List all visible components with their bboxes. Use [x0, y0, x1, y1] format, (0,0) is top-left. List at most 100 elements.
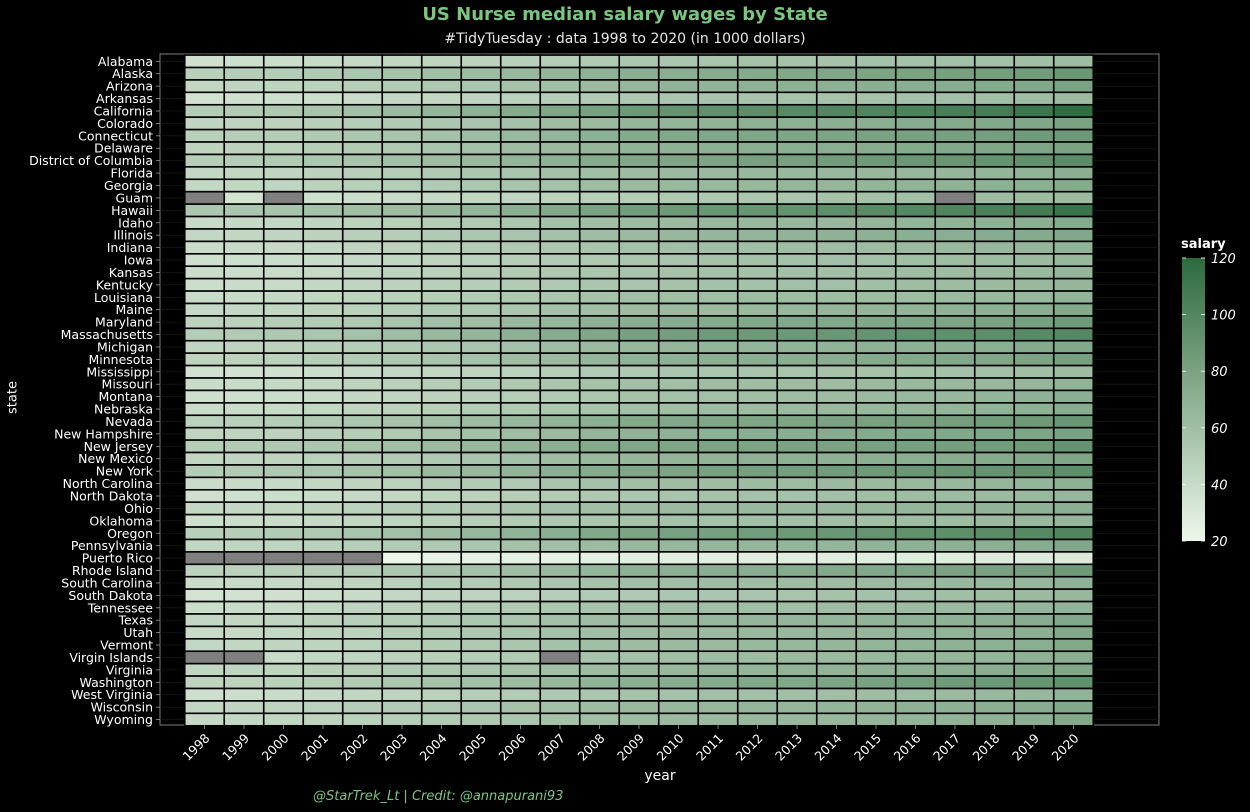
- heatmap-cell: [1052, 476, 1095, 491]
- heatmap-cell: [736, 203, 779, 218]
- heatmap-cell: [618, 575, 660, 590]
- heatmap-cell: [657, 128, 700, 143]
- heatmap-cell: [539, 215, 581, 230]
- heatmap-cell: [618, 501, 660, 516]
- heatmap-cell: [736, 277, 779, 292]
- heatmap-cell: [183, 402, 226, 417]
- heatmap-cell: [934, 451, 976, 466]
- heatmap-cell: [499, 538, 542, 553]
- heatmap-cell: [776, 302, 818, 317]
- heatmap-cell: [697, 166, 739, 181]
- heatmap-cell: [341, 91, 384, 106]
- y-tick-label: Massachusetts: [61, 327, 153, 342]
- heatmap-cell: [697, 215, 739, 230]
- heatmap-cell: [539, 650, 581, 665]
- heatmap-cell: [302, 166, 344, 181]
- heatmap-cell: [934, 700, 976, 715]
- heatmap-cell: [618, 526, 660, 541]
- heatmap-cell: [183, 91, 226, 106]
- heatmap-cell: [815, 178, 858, 193]
- heatmap-cell: [341, 538, 384, 553]
- heatmap-cell: [499, 190, 542, 205]
- heatmap-cell: [815, 538, 858, 553]
- heatmap-cell: [973, 377, 1016, 392]
- heatmap-cell: [578, 389, 621, 404]
- heatmap-cell: [578, 501, 621, 516]
- heatmap-cell: [539, 538, 581, 553]
- heatmap-cell: [894, 364, 937, 379]
- heatmap-cell: [499, 277, 542, 292]
- heatmap-cell: [223, 687, 265, 702]
- heatmap-cell: [341, 290, 384, 305]
- heatmap-cell: [381, 66, 423, 81]
- heatmap-cell: [855, 389, 897, 404]
- heatmap-cell: [657, 153, 700, 168]
- heatmap-cell: [855, 228, 897, 243]
- heatmap-cell: [262, 327, 305, 342]
- heatmap-cell: [776, 327, 818, 342]
- heatmap-cell: [1052, 575, 1095, 590]
- heatmap-cell: [460, 625, 502, 640]
- heatmap-cell: [776, 464, 818, 479]
- heatmap-cell: [578, 402, 621, 417]
- heatmap-cell: [341, 662, 384, 677]
- y-tick-label: Kansas: [109, 265, 153, 280]
- heatmap-cell: [341, 488, 384, 504]
- heatmap-cell: [420, 712, 463, 727]
- heatmap-cell: [934, 116, 976, 131]
- heatmap-cell: [1013, 166, 1055, 181]
- heatmap-cell: [973, 339, 1016, 354]
- heatmap-cell: [973, 265, 1016, 280]
- heatmap-cell: [855, 662, 897, 677]
- heatmap-cell: [697, 79, 739, 94]
- heatmap-cell: [460, 613, 502, 628]
- heatmap-cell: [934, 141, 976, 156]
- heatmap-cell: [381, 315, 423, 330]
- heatmap-cell: [657, 178, 700, 193]
- heatmap-cell: [460, 513, 502, 528]
- y-tick-label: Pennsylvania: [71, 538, 153, 553]
- y-tick-label: Arizona: [106, 79, 153, 94]
- heatmap-cell: [460, 488, 502, 504]
- heatmap-cell: [894, 277, 937, 292]
- heatmap-cell: [420, 116, 463, 131]
- heatmap-cell: [697, 91, 739, 106]
- heatmap-cell: [223, 414, 265, 429]
- heatmap-cell: [460, 551, 502, 566]
- heatmap-cell: [539, 451, 581, 466]
- heatmap-cell: [262, 625, 305, 640]
- x-tick-label: 2002: [338, 731, 371, 764]
- heatmap-cell: [539, 712, 581, 727]
- y-tick-label: Idaho: [118, 215, 153, 230]
- heatmap-cell: [262, 103, 305, 118]
- heatmap-cell: [1052, 426, 1095, 441]
- heatmap-cell: [539, 464, 581, 479]
- heatmap-cell: [341, 66, 384, 81]
- heatmap-cell: [578, 54, 621, 69]
- heatmap-cell: [578, 327, 621, 342]
- heatmap-cell: [894, 240, 937, 255]
- heatmap-cell: [736, 551, 779, 566]
- heatmap-cell: [420, 563, 463, 578]
- heatmap-cell: [262, 426, 305, 441]
- heatmap-cell: [223, 426, 265, 441]
- heatmap-cell: [499, 253, 542, 268]
- heatmap-cell: [657, 364, 700, 379]
- heatmap-cell: [460, 128, 502, 143]
- heatmap-cell: [341, 563, 384, 578]
- heatmap-cell: [539, 687, 581, 702]
- heatmap-cell: [381, 526, 423, 541]
- heatmap-cell: [934, 439, 976, 454]
- heatmap-cell: [420, 414, 463, 429]
- heatmap-cell: [499, 488, 542, 504]
- heatmap-cell: [499, 402, 542, 417]
- heatmap-cell: [855, 54, 897, 69]
- heatmap-cell: [697, 426, 739, 441]
- heatmap-cell: [183, 253, 226, 268]
- heatmap-cell: [262, 178, 305, 193]
- heatmap-cell: [539, 54, 581, 69]
- heatmap-cell: [1052, 91, 1095, 106]
- heatmap-cell: [815, 551, 858, 566]
- heatmap-cell: [341, 228, 384, 243]
